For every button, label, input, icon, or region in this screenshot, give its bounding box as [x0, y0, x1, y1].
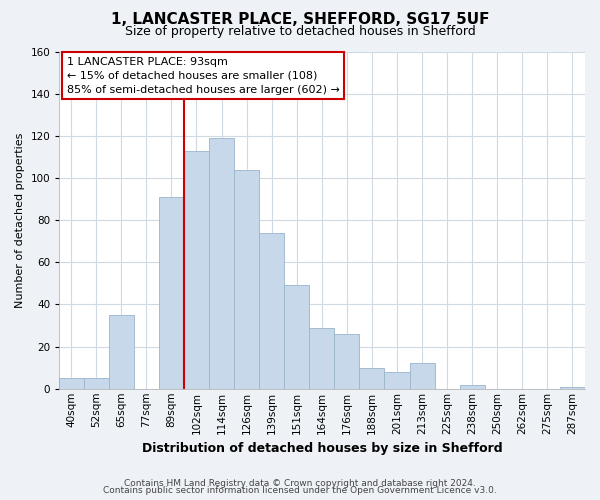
- Text: Contains HM Land Registry data © Crown copyright and database right 2024.: Contains HM Land Registry data © Crown c…: [124, 478, 476, 488]
- Bar: [334, 334, 359, 389]
- Y-axis label: Number of detached properties: Number of detached properties: [15, 132, 25, 308]
- Text: 1 LANCASTER PLACE: 93sqm
← 15% of detached houses are smaller (108)
85% of semi-: 1 LANCASTER PLACE: 93sqm ← 15% of detach…: [67, 56, 340, 94]
- X-axis label: Distribution of detached houses by size in Shefford: Distribution of detached houses by size …: [142, 442, 502, 455]
- Text: 1, LANCASTER PLACE, SHEFFORD, SG17 5UF: 1, LANCASTER PLACE, SHEFFORD, SG17 5UF: [111, 12, 489, 28]
- Bar: [284, 286, 309, 389]
- Bar: [309, 328, 334, 389]
- Bar: [109, 315, 134, 389]
- Bar: [234, 170, 259, 389]
- Text: Size of property relative to detached houses in Shefford: Size of property relative to detached ho…: [125, 25, 475, 38]
- Bar: [184, 150, 209, 389]
- Bar: [385, 372, 410, 389]
- Bar: [410, 364, 434, 389]
- Bar: [209, 138, 234, 389]
- Bar: [84, 378, 109, 389]
- Bar: [359, 368, 385, 389]
- Bar: [460, 384, 485, 389]
- Bar: [59, 378, 84, 389]
- Bar: [560, 386, 585, 389]
- Bar: [159, 197, 184, 389]
- Text: Contains public sector information licensed under the Open Government Licence v3: Contains public sector information licen…: [103, 486, 497, 495]
- Bar: [259, 233, 284, 389]
